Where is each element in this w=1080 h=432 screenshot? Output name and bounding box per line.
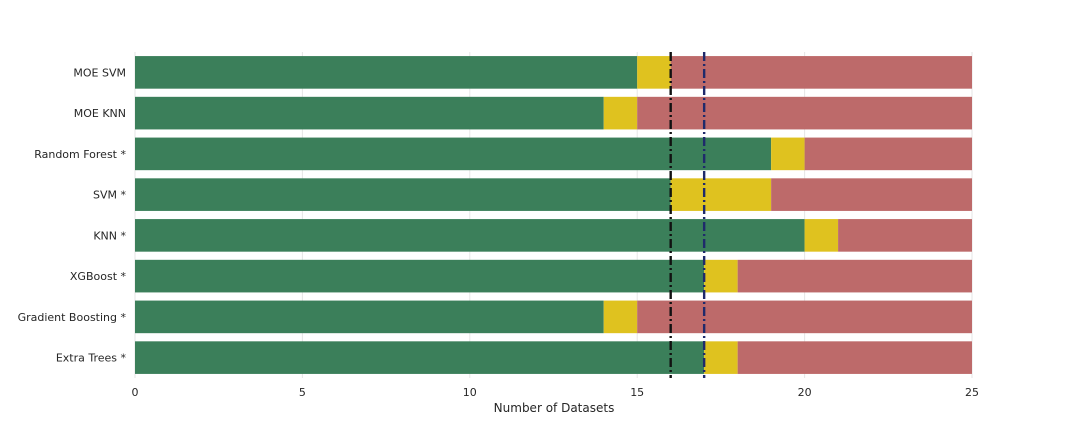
x-tick-label-15: 15	[630, 386, 644, 399]
bar-xgboost-segment-yellow	[704, 259, 738, 293]
bar-extra-trees-segment-green	[135, 341, 705, 374]
y-tick-label-moe-knn: MOE KNN	[74, 107, 126, 120]
bar-extra-trees-segment-yellow	[704, 341, 738, 374]
bar-xgboost-segment-green	[135, 259, 705, 293]
bar-moe-knn-segment-yellow	[603, 96, 638, 130]
bar-moe-knn-segment-green	[135, 96, 604, 130]
bar-knn-segment-green	[135, 219, 805, 252]
bar-gradient-boosting-segment-green	[135, 300, 604, 334]
x-tick-label-5: 5	[299, 386, 306, 399]
y-tick-label-random-forest: Random Forest *	[34, 148, 126, 161]
y-tick-label-svm: SVM *	[93, 189, 126, 202]
x-axis-title: Number of Datasets	[494, 401, 615, 415]
bar-random-forest-segment-red	[804, 137, 972, 171]
x-tick-label-0: 0	[132, 386, 139, 399]
y-tick-labels: MOE SVM MOE KNN Random Forest * SVM * KNN * X…	[18, 66, 127, 364]
y-tick-label-moe-svm: MOE SVM	[73, 66, 126, 79]
bar-random-forest-segment-yellow	[771, 137, 805, 171]
bar-moe-svm-segment-green	[135, 56, 638, 89]
y-tick-label-xgboost: XGBoost *	[70, 270, 127, 283]
y-tick-label-knn: KNN *	[93, 229, 126, 242]
bar-knn-segment-yellow	[804, 219, 839, 252]
bar-svm-segment-green	[135, 178, 671, 211]
x-tick-label-25: 25	[965, 386, 979, 399]
bar-gradient-boosting-segment-red	[637, 300, 972, 334]
bar-svm-segment-red	[771, 178, 972, 211]
bar-gradient-boosting-segment-yellow	[603, 300, 638, 334]
y-tick-label-gradient-boosting: Gradient Boosting *	[18, 311, 127, 324]
bar-extra-trees-segment-red	[737, 341, 972, 374]
x-tick-label-20: 20	[798, 386, 812, 399]
bar-moe-knn-segment-red	[637, 96, 972, 130]
bar-xgboost-segment-red	[737, 259, 972, 293]
x-tick-labels: 0 5 10 15 20 25	[132, 386, 980, 399]
bar-knn-segment-red	[838, 219, 972, 252]
bars	[135, 56, 972, 374]
bar-moe-svm-segment-yellow	[637, 56, 671, 89]
x-tick-label-10: 10	[463, 386, 477, 399]
reference-lines	[669, 52, 706, 378]
bar-svm-segment-yellow	[670, 178, 772, 211]
y-tick-label-extra-trees: Extra Trees *	[56, 352, 127, 365]
bar-moe-svm-segment-red	[670, 56, 972, 89]
bar-random-forest-segment-green	[135, 137, 772, 171]
